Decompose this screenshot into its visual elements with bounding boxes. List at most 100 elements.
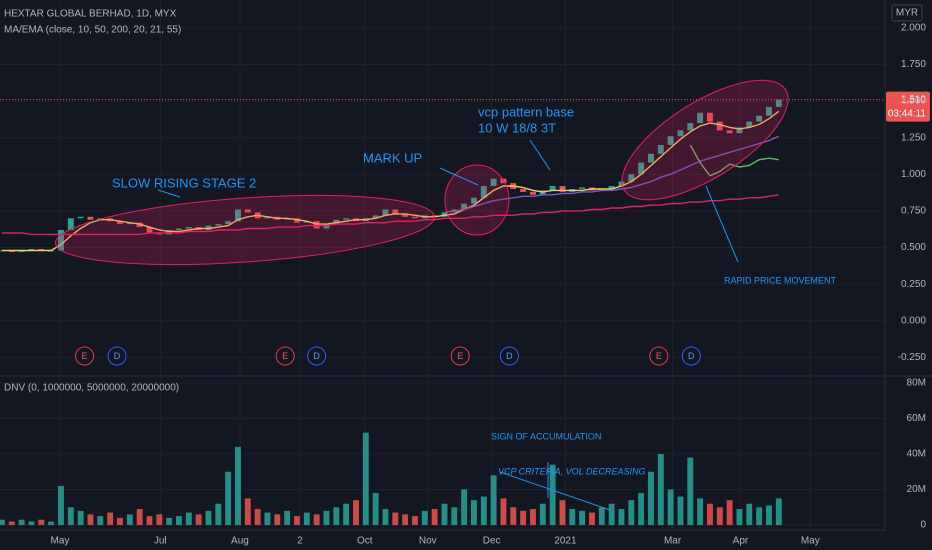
candle <box>146 227 153 233</box>
volume-bar <box>441 503 448 526</box>
volume-bar <box>520 510 527 526</box>
x-tick-label: Mar <box>664 536 682 547</box>
volume-bar <box>716 507 723 526</box>
volume-bar <box>500 498 507 526</box>
volume-bar <box>539 503 546 526</box>
price-pane: 1.510 03:44:11 E D E D E D E D <box>0 91 930 366</box>
volume-bar <box>697 498 704 526</box>
annotation: SLOW RISING STAGE 2 <box>112 175 256 190</box>
event-marker <box>107 346 127 366</box>
arrows <box>157 139 739 511</box>
x-tick-label: Dec <box>483 536 501 547</box>
candle <box>667 136 674 146</box>
volume-bar <box>8 521 15 526</box>
x-tick-label: Apr <box>733 536 749 547</box>
y-tick-label: 80M <box>907 378 926 389</box>
volume-bar <box>284 510 291 526</box>
volume-bar <box>38 519 45 526</box>
volume-bar <box>559 500 566 526</box>
x-tick-label: 2 <box>297 536 303 547</box>
candle <box>520 188 527 192</box>
volume-bar <box>343 503 350 526</box>
candle <box>215 224 222 226</box>
candle <box>313 221 320 229</box>
arrow <box>157 189 181 198</box>
arrow <box>529 139 551 171</box>
volume-bar <box>97 516 104 526</box>
x-tick-label: May <box>801 536 820 547</box>
volume-bar <box>549 464 556 526</box>
candle <box>166 229 173 235</box>
volume-bar <box>87 514 94 526</box>
y-tick-label: 0.250 <box>901 279 926 290</box>
volume-bar <box>146 516 153 526</box>
currency[interactable]: MYR <box>896 8 918 19</box>
volume-bar <box>195 514 202 526</box>
volume-bar <box>608 503 615 526</box>
volume-bar <box>490 475 497 526</box>
candle <box>136 222 143 228</box>
candle <box>746 121 753 128</box>
candle <box>648 153 654 163</box>
candle <box>687 123 694 131</box>
moving-average <box>2 194 779 236</box>
candle <box>8 250 15 252</box>
volume-bar <box>382 509 389 526</box>
volume-pane <box>0 432 782 526</box>
event-label: E <box>282 351 288 361</box>
volume-bar <box>677 496 684 526</box>
volume-bar <box>67 507 74 526</box>
volume-bar <box>254 509 261 526</box>
candle <box>264 216 271 219</box>
y-tick-label: 2.000 <box>901 22 926 33</box>
volume-bar <box>333 507 340 526</box>
volume-bar <box>353 500 359 526</box>
candle <box>294 218 300 223</box>
volume-bar <box>0 519 5 526</box>
candle <box>392 209 399 214</box>
y-tick-label: 0.750 <box>901 206 926 217</box>
volume-bar <box>313 514 320 526</box>
y-tick-label: 1.500 <box>901 96 926 107</box>
volume-bar <box>648 471 654 526</box>
candle <box>726 130 733 134</box>
chart-title: HEXTAR GLOBAL BERHAD, 1D, MYX <box>4 9 177 20</box>
x-tick-label: Nov <box>419 536 437 547</box>
x-tick-label: Aug <box>231 536 249 547</box>
volume-bar <box>362 432 369 526</box>
event-marker <box>649 346 669 366</box>
volume-bar <box>667 489 674 526</box>
candle <box>608 186 615 189</box>
volume-bar <box>205 510 212 526</box>
candle <box>225 221 232 225</box>
price-tag <box>886 91 930 122</box>
event-marker <box>75 346 95 366</box>
candle <box>549 186 556 191</box>
volume-bar <box>294 516 300 526</box>
event-marker <box>275 346 295 366</box>
candle <box>382 209 389 216</box>
y-tick-label: 20M <box>907 484 926 495</box>
candle <box>18 250 25 252</box>
event-label: D <box>313 351 320 361</box>
candle <box>402 213 409 217</box>
volume-bar <box>58 485 64 526</box>
volume-bar <box>28 521 35 526</box>
volume-bar <box>392 512 399 526</box>
volume-bar <box>412 516 418 526</box>
candle <box>539 190 546 195</box>
volume-bar <box>166 517 173 526</box>
y-tick-label: 1.250 <box>901 132 926 143</box>
volume-bar <box>303 512 310 526</box>
volume-bar <box>618 509 625 526</box>
candle <box>471 197 477 204</box>
y-tick-label: 0.000 <box>901 315 926 326</box>
event-marker <box>499 346 519 366</box>
volume-bar <box>598 507 605 526</box>
volume-bar <box>589 512 595 526</box>
volume-bar <box>77 510 84 526</box>
candle <box>756 115 763 122</box>
currency-box[interactable] <box>891 4 923 22</box>
volume-bar <box>136 509 143 526</box>
volume-bar <box>657 454 664 526</box>
